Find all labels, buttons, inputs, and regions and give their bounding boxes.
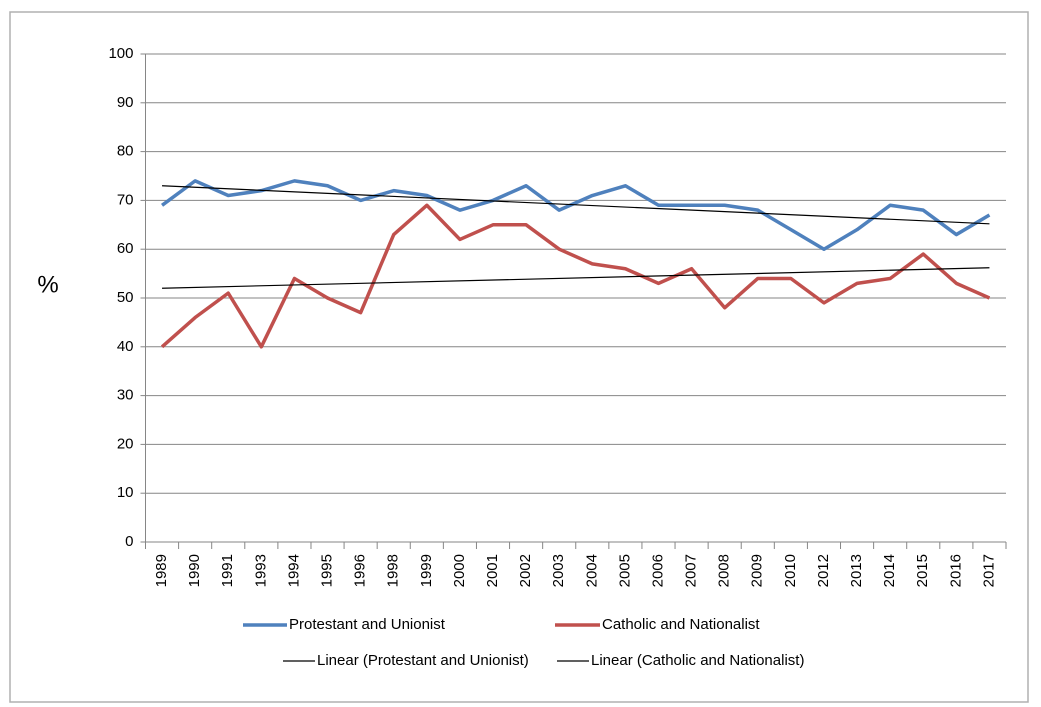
- x-tick-label: 2002: [517, 554, 534, 587]
- y-tick-label: 30: [117, 387, 134, 404]
- y-tick-label: 70: [117, 191, 134, 208]
- x-tick-label: 1998: [385, 554, 402, 587]
- x-tick-label: 1996: [352, 554, 369, 587]
- x-tick-label: 1993: [252, 554, 269, 587]
- x-tick-label: 2001: [484, 554, 501, 587]
- y-tick-label: 60: [117, 240, 134, 257]
- x-tick-label: 2010: [782, 554, 799, 587]
- y-tick-label: 10: [117, 484, 134, 501]
- x-tick-label: 2005: [616, 554, 633, 587]
- y-tick-label: 40: [117, 338, 134, 355]
- x-tick-label: 2017: [980, 554, 997, 587]
- x-tick-label: 2009: [749, 554, 766, 587]
- x-tick-label: 1994: [285, 554, 302, 587]
- trend-line: [162, 267, 990, 289]
- y-tick-label: 80: [117, 143, 134, 160]
- x-tick-label: 1991: [219, 554, 236, 587]
- x-tick-label: 2004: [583, 554, 600, 587]
- x-tick-label: 1989: [153, 554, 170, 587]
- y-tick-label: 50: [117, 289, 134, 306]
- x-tick-label: 1995: [318, 554, 335, 587]
- data-line: [161, 179, 991, 251]
- legend-label: Protestant and Unionist: [289, 616, 446, 633]
- y-tick-label: 20: [117, 435, 134, 452]
- x-tick-label: 1990: [186, 554, 203, 587]
- legend-label: Linear (Protestant and Unionist): [317, 652, 529, 669]
- x-tick-label: 2016: [947, 554, 964, 587]
- y-tick-label: 100: [108, 45, 133, 62]
- x-tick-label: 2012: [815, 554, 832, 587]
- x-tick-label: 1999: [418, 554, 435, 587]
- chart-frame: [9, 11, 1029, 703]
- y-axis-label: %: [37, 271, 58, 298]
- legend-label: Catholic and Nationalist: [602, 616, 760, 633]
- x-tick-label: 2015: [914, 554, 931, 587]
- x-tick-label: 2006: [649, 554, 666, 587]
- data-line: [160, 203, 991, 349]
- legend-label: Linear (Catholic and Nationalist): [591, 652, 804, 669]
- x-tick-label: 2013: [848, 554, 865, 587]
- y-tick-label: 0: [125, 533, 133, 550]
- x-tick-label: 2003: [550, 554, 567, 587]
- x-tick-label: 2000: [451, 554, 468, 587]
- y-tick-label: 90: [117, 94, 134, 111]
- x-tick-label: 2007: [683, 554, 700, 587]
- x-tick-label: 2008: [716, 554, 733, 587]
- trend-line: [162, 185, 990, 225]
- x-tick-label: 2014: [881, 554, 898, 587]
